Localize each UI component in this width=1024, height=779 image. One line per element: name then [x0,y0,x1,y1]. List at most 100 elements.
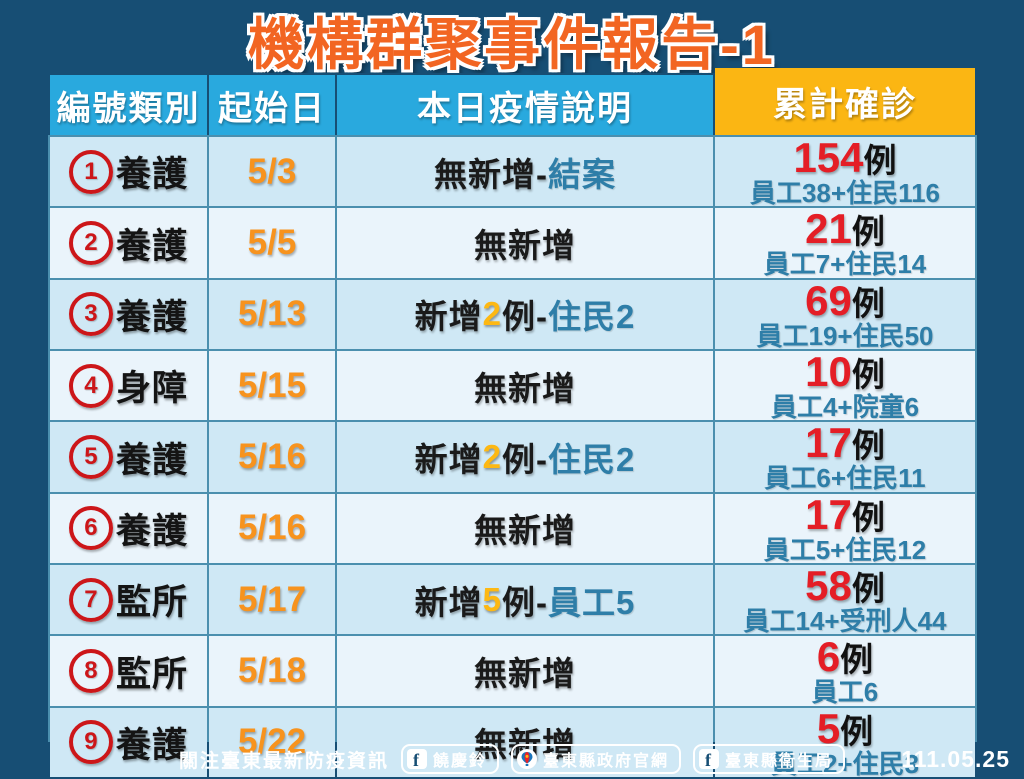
total-count: 10 [805,348,852,396]
facebook-icon: f [699,749,720,769]
description-part: 新增 [414,298,483,336]
row-start-date: 5/18 [209,636,335,706]
row-category: 監所 [115,583,188,623]
row-id-cell: 7 監所 [50,565,207,635]
total-line: 21例 [805,205,885,253]
row-number-badge: 8 [68,649,113,694]
total-count: 17 [805,419,852,467]
description-part: 2 [482,295,502,333]
total-line: 17例 [805,419,885,467]
row-start-date: 5/13 [209,279,335,350]
row-description: 無新增 [337,636,713,706]
facebook-badge-health-bureau[interactable]: f 臺東縣衛生局 [693,744,846,774]
description-part: 新增 [414,583,483,621]
row-number-badge: 7 [68,577,113,622]
row-number-badge: 4 [68,363,113,408]
total-count: 69 [805,276,852,324]
total-count: 6 [816,633,841,681]
total-unit: 例 [851,570,885,608]
row-id-cell: 1 養護 [50,137,207,207]
header-start-date: 起始日 [209,75,335,135]
badge-label: 臺東縣衛生局 [725,753,834,770]
row-number-badge: 2 [68,221,113,266]
row-total-cell: 10例 員工4+院童6 [715,348,975,422]
header-today-status: 本日疫情說明 [337,75,713,135]
row-id-cell: 4 身障 [50,351,207,421]
description-part: 結案 [548,155,616,193]
row-start-date: 5/15 [209,351,335,421]
footer-bar: 關注臺東最新防疫資訊 f 饒慶鈴 臺東縣政府官網 f 臺東縣衛生局 [0,742,1024,776]
total-line: 5例 [816,704,874,752]
row-id-cell: 3 養護 [50,279,207,350]
row-total-cell: 21例 員工7+住民14 [715,205,975,280]
description-part: 無新增 [474,227,576,265]
description-part: 住民2 [548,441,636,479]
total-unit: 例 [851,356,885,394]
description-part: 無新增 [474,369,576,407]
row-number-badge: 3 [68,292,113,337]
row-category: 養護 [115,511,188,551]
total-breakdown: 員工4+院童6 [770,391,920,422]
total-unit: 例 [840,641,874,679]
row-total-cell: 69例 員工19+住民50 [715,276,975,351]
description-part: 住民2 [548,298,636,336]
description-part: 例- [502,441,548,479]
total-line: 58例 [805,562,885,610]
row-category: 監所 [115,654,188,694]
row-category: 養護 [115,226,188,266]
description-part: 新增 [414,441,483,479]
row-description: 無新增- 結案 [337,137,713,207]
row-id-cell: 5 養護 [50,422,207,492]
row-description: 新增 2 例- 住民2 [337,422,713,492]
row-number-badge: 1 [68,149,113,194]
header-id-category: 編號類別 [50,75,207,135]
total-count: 154 [793,134,864,181]
row-total-cell: 6例 員工6 [715,633,975,708]
row-id-cell: 6 養護 [50,493,207,564]
facebook-icon: f [406,749,427,769]
badge-label: 饒慶鈴 [432,753,487,770]
row-start-date: 5/3 [209,137,335,207]
row-category: 養護 [115,155,188,195]
row-description: 新增 5 例- 員工5 [337,565,713,635]
total-count: 58 [805,562,852,610]
total-breakdown: 員工38+住民116 [749,177,941,208]
row-start-date: 5/5 [209,208,335,278]
badge-label: 臺東縣政府官網 [543,753,670,770]
report-table: 編號類別 起始日 本日疫情說明 累計確診 1 養護 5/3 無新增- 結案 154… [48,68,977,778]
total-breakdown: 員工19+住民50 [756,320,934,351]
row-number-badge: 6 [68,506,113,551]
row-total-cell: 17例 員工6+住民11 [715,419,975,492]
footer-label: 關注臺東最新防疫資訊 [178,750,389,772]
row-start-date: 5/16 [209,493,335,564]
description-part: 例- [502,298,548,336]
total-breakdown: 員工6 [811,677,879,708]
facebook-badge-rao-qing-ling[interactable]: f 饒慶鈴 [400,744,499,774]
row-description: 無新增 [337,351,713,421]
description-part: 2 [482,438,502,476]
total-line: 69例 [805,276,885,324]
row-total-cell: 154例 員工38+住民116 [715,134,975,208]
taitung-gov-icon [517,749,537,769]
description-part: 無新增 [474,655,576,693]
total-breakdown: 員工14+受刑人44 [743,605,947,636]
total-breakdown: 員工7+住民14 [763,249,927,280]
total-unit: 例 [851,498,885,536]
row-category: 養護 [115,297,188,337]
total-count: 5 [816,704,841,752]
total-breakdown: 員工5+住民12 [763,534,927,565]
total-unit: 例 [840,712,874,750]
row-description: 無新增 [337,208,713,278]
row-number-badge: 9 [68,720,113,765]
row-total-cell: 58例 員工14+受刑人44 [715,562,975,636]
total-count: 17 [805,490,852,538]
row-number-badge: 5 [68,435,113,480]
row-start-date: 5/22 [209,707,335,778]
row-description: 新增 2 例- 住民2 [337,279,713,350]
row-id-cell: 8 監所 [50,636,207,706]
description-part: 例- [502,583,548,621]
total-count: 21 [805,205,852,253]
taitung-gov-website-badge[interactable]: 臺東縣政府官網 [511,744,682,774]
total-line: 154例 [793,134,896,181]
total-line: 10例 [805,348,885,396]
